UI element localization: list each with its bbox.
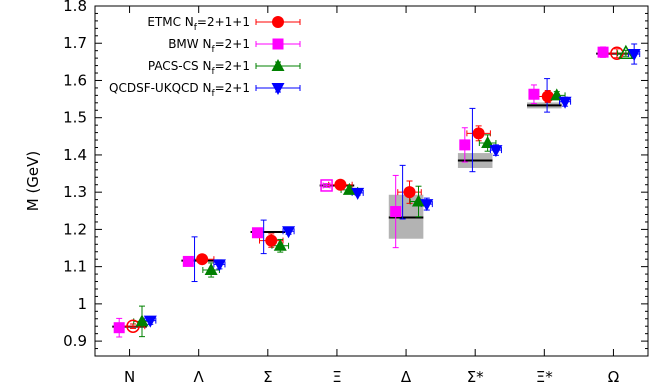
y-tick-label: 0.9: [63, 332, 87, 350]
legend-marker: [272, 16, 284, 28]
y-axis-label: M (GeV): [24, 151, 42, 212]
error-bar: [322, 182, 331, 189]
y-tick-label: 1.6: [63, 71, 87, 89]
data-point: [143, 315, 157, 328]
x-tick-label: Σ*: [467, 368, 484, 386]
data-point: [627, 49, 641, 62]
data-point: [541, 90, 554, 103]
legend-marker: [272, 38, 284, 50]
data-point: [489, 145, 503, 158]
y-tick-label: 1: [77, 295, 87, 313]
plot-frame: [94, 5, 649, 357]
data-point: [597, 46, 609, 58]
data-point: [265, 234, 278, 247]
data-point: [412, 194, 426, 207]
y-tick-label: 1.7: [63, 34, 87, 52]
data-point: [618, 44, 634, 60]
data-point: [459, 139, 471, 151]
data-point: [273, 238, 287, 251]
data-point: [212, 259, 226, 272]
error-bar: [469, 107, 476, 173]
error-bar: [191, 236, 198, 283]
x-tick-label: Λ: [194, 368, 205, 386]
legend-marker: [271, 83, 285, 95]
x-tick-label: Ω: [608, 368, 619, 386]
data-point: [282, 226, 296, 239]
legend-label: PACS-CS Nf=2+1: [148, 59, 250, 77]
legend-label: BMW Nf=2+1: [168, 37, 250, 55]
data-point: [420, 199, 434, 212]
y-tick-label: 1.1: [63, 258, 87, 276]
data-point: [481, 136, 495, 149]
data-point: [204, 262, 218, 275]
y-tick-label: 1.4: [63, 146, 87, 164]
legend-label: QCDSF-UKQCD Nf=2+1: [109, 81, 250, 99]
data-point: [390, 206, 402, 218]
y-tick-label: 1.2: [63, 220, 87, 238]
data-point: [351, 187, 365, 200]
x-tick-label: Σ: [263, 368, 272, 386]
data-point: [342, 182, 356, 195]
legend: ETMC Nf=2+1+1 BMW Nf=2+1 PACS-CS Nf=2+1 QCD…: [109, 15, 301, 99]
x-tick-label: Δ: [401, 368, 412, 386]
data-point: [472, 127, 485, 140]
data-point: [334, 178, 347, 191]
legend-marker: [271, 59, 285, 71]
x-axis-ticks: N Λ Σ Ξ Δ Σ* Ξ* Ω: [124, 6, 619, 386]
error-bar: [399, 164, 406, 220]
data-point: [196, 253, 209, 266]
x-tick-label: Ξ*: [536, 368, 553, 386]
data-point: [528, 88, 540, 100]
data-point: [251, 227, 263, 239]
data-point: [182, 255, 194, 267]
data-markers: [113, 44, 641, 334]
data-point: [320, 179, 333, 192]
y-axis-ticks: 0.9 1 1.1 1.2 1.3 1.4 1.5 1.6 1.7 1.8: [63, 0, 648, 357]
data-point: [558, 96, 572, 109]
x-tick-label: Ξ: [332, 368, 341, 386]
y-tick-label: 1.3: [63, 183, 87, 201]
data-point: [113, 322, 125, 334]
legend-label: ETMC Nf=2+1+1: [147, 15, 250, 33]
x-tick-label: N: [124, 368, 135, 386]
y-tick-label: 1.5: [63, 109, 87, 127]
y-tick-label: 1.8: [63, 0, 87, 15]
error-bar: [260, 219, 267, 255]
data-point: [135, 314, 149, 327]
data-point: [403, 186, 416, 199]
